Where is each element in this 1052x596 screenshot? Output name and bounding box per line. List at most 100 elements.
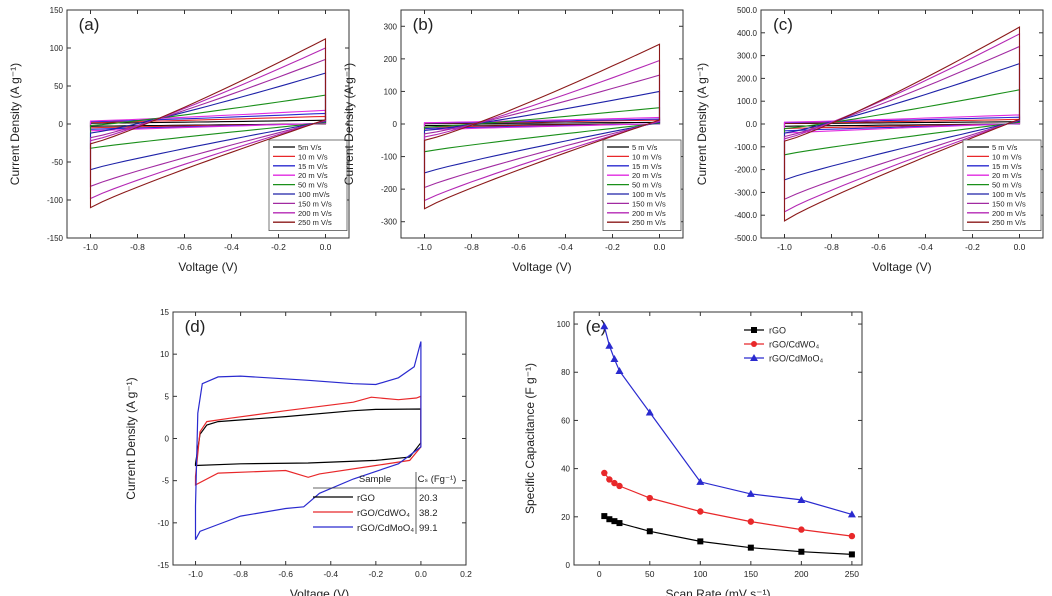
y-tick-label: -5: [162, 477, 170, 486]
table-cell: rGO: [357, 493, 375, 504]
y-tick-label: -100.0: [734, 143, 757, 152]
legend-label: 20 m V/s: [298, 171, 328, 180]
x-tick-label: -0.2: [605, 242, 620, 252]
legend-label: 10 m V/s: [992, 152, 1022, 161]
data-point: [601, 513, 608, 520]
legend-label: 150 m V/s: [298, 199, 332, 208]
y-tick-label: 400.0: [737, 29, 758, 38]
y-tick-label: 40: [561, 465, 570, 474]
legend-label: 200 m V/s: [298, 209, 332, 218]
y-tick-label: -50: [51, 158, 63, 167]
panel-label: (e): [586, 317, 607, 336]
y-axis-label: Current Density (A g⁻¹): [695, 63, 709, 185]
legend-label: 15 m V/s: [992, 162, 1022, 171]
legend-box: [962, 139, 1042, 231]
x-tick-label: -1.0: [83, 242, 98, 252]
data-point: [611, 518, 618, 525]
data-point: [610, 354, 619, 362]
table-cell: rGO/CdMoO₄: [357, 523, 414, 534]
y-tick-label: 80: [561, 368, 570, 377]
data-point: [616, 482, 623, 490]
x-tick-label: -0.4: [323, 569, 338, 579]
panel-label: (b): [413, 15, 434, 34]
y-axis-label: Current Density (A g⁻¹): [124, 377, 138, 499]
x-tick-label: -0.4: [558, 242, 573, 252]
x-tick-label: 250: [845, 569, 859, 579]
data-point: [798, 548, 805, 555]
legend-label: rGO/CdWO₄: [769, 340, 819, 350]
x-tick-label: 100: [693, 569, 707, 579]
x-tick-label: 0: [597, 569, 602, 579]
y-axis-label: Current Density (A g⁻¹): [8, 63, 22, 185]
y-tick-label: 20: [561, 513, 570, 522]
legend-label: 50 m V/s: [298, 181, 328, 190]
y-tick-label: -150: [47, 234, 64, 243]
y-tick-label: 0: [165, 435, 170, 444]
y-tick-label: 0: [393, 120, 398, 129]
x-tick-label: -0.2: [369, 569, 384, 579]
y-tick-label: 200: [384, 55, 398, 64]
y-tick-label: 200.0: [737, 74, 758, 83]
data-point: [645, 408, 654, 416]
legend-label: 150 m V/s: [632, 199, 666, 208]
x-axis-label: Scan Rate (mV s⁻¹): [665, 587, 770, 596]
y-tick-label: -300.0: [734, 188, 757, 197]
y-tick-label: 50: [54, 82, 63, 91]
legend-label: 15 m V/s: [632, 162, 662, 171]
cv-loop: [194, 408, 422, 467]
legend-label: 250 m V/s: [298, 218, 332, 227]
x-tick-label: 0.0: [415, 569, 427, 579]
cv-loop: [194, 341, 422, 540]
x-axis-label: Voltage (V): [178, 260, 237, 274]
table-cell: 38.2: [419, 508, 438, 519]
y-tick-label: 300: [384, 22, 398, 31]
legend-label: 50 m V/s: [992, 181, 1022, 190]
table-header: Sample: [359, 474, 391, 485]
legend-label: 10 m V/s: [632, 152, 662, 161]
y-tick-label: 0: [566, 561, 571, 570]
table-cell: 99.1: [419, 523, 438, 534]
y-tick-label: -10: [157, 519, 169, 528]
x-tick-label: -0.2: [965, 242, 980, 252]
x-axis-label: Voltage (V): [512, 260, 571, 274]
y-tick-label: 5: [165, 392, 170, 401]
legend-label: 100 m V/s: [632, 190, 666, 199]
data-point: [797, 495, 806, 503]
table-header: Cₛ (Fg⁻¹): [418, 474, 457, 485]
legend-label: 150 m V/s: [992, 199, 1026, 208]
series-line: [603, 515, 852, 555]
legend-label: 200 m V/s: [992, 209, 1026, 218]
legend-label: 15 m V/s: [298, 162, 328, 171]
x-tick-label: -0.4: [918, 242, 933, 252]
panel-d: -1.0 -0.8 -0.6 -0.4 -0.2 0.0 0.2 -15 -10 -5 0 5 10 15…: [124, 308, 472, 596]
data-point: [606, 476, 613, 483]
legend-label: 250 m V/s: [992, 218, 1026, 227]
y-tick-label: -200: [381, 185, 398, 194]
x-tick-label: -0.4: [224, 242, 239, 252]
x-tick-label: -0.6: [511, 242, 526, 252]
plot-frame: [573, 311, 863, 566]
legend-box: [268, 139, 348, 231]
legend-label: rGO/CdMoO₄: [769, 354, 824, 364]
legend-label: 5m V/s: [298, 143, 322, 152]
x-tick-label: -0.8: [130, 242, 145, 252]
legend-label: 5 m V/s: [992, 143, 1018, 152]
y-tick-label: 100: [557, 320, 571, 329]
x-tick-label: -1.0: [417, 242, 432, 252]
y-tick-label: 150: [50, 6, 64, 15]
y-axis-label: Specific Capacitance (F g⁻¹): [523, 363, 537, 514]
panel-a: -1.0 -0.8 -0.6 -0.4 -0.2 0.0 -150 -100 -50 0 50 100…: [8, 6, 350, 274]
panel-label: (a): [79, 15, 100, 34]
x-tick-label: -0.8: [464, 242, 479, 252]
legend-label: 200 m V/s: [632, 209, 666, 218]
y-tick-label: 10: [160, 350, 169, 359]
x-tick-label: -1.0: [188, 569, 203, 579]
y-tick-label: 500.0: [737, 6, 758, 15]
series-line: [603, 472, 852, 537]
cv-loop: [423, 43, 661, 210]
cv-loop: [783, 26, 1021, 222]
y-tick-label: 100.0: [737, 97, 758, 106]
data-point: [601, 469, 608, 477]
y-tick-label: 0.0: [746, 120, 758, 129]
